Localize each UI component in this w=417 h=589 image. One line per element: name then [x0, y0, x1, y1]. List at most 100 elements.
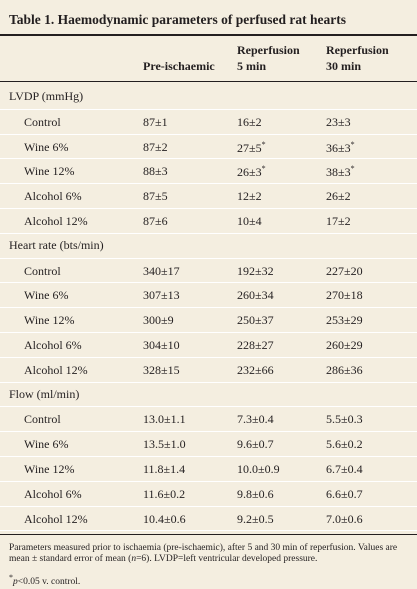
cell: 5.6±0.2 [326, 437, 363, 452]
cell: 260±29 [326, 338, 363, 352]
cell: 7.0±0.6 [326, 511, 363, 526]
table-row [0, 134, 417, 160]
section-row [0, 233, 417, 259]
cell: Alcohol 6% [24, 189, 82, 204]
column-header: Reperfusion 30 min [326, 42, 389, 74]
top-rule [0, 34, 417, 36]
cell: 253±29 [326, 313, 363, 328]
cell: 228±27 [237, 338, 274, 352]
table-title: Table 1. Haemodynamic parameters of perf… [9, 12, 346, 27]
cell: Wine 12% [24, 462, 75, 476]
cell: 87±2 [143, 139, 168, 154]
cell: 13.0±1.1 [143, 412, 186, 427]
cell-value: 26±3 [237, 165, 262, 180]
bottom-rule [0, 534, 417, 536]
table-row [0, 431, 417, 457]
footnote-text: p [13, 577, 18, 588]
cell-value: 27±5 [237, 140, 262, 155]
cell: Alcohol 6% [24, 486, 82, 501]
table-row [0, 183, 417, 209]
cell: 27±5* [237, 140, 266, 156]
cell: Control [24, 114, 61, 129]
cell: 11.8±1.4 [143, 462, 186, 476]
cell: 6.7±0.4 [326, 462, 363, 476]
section-label: Heart rate (bts/min) [9, 237, 104, 252]
cell: 9.8±0.6 [237, 486, 274, 501]
section-label: LVDP (mmHg) [9, 89, 84, 103]
section-row [0, 84, 417, 110]
cell: 192±32 [237, 263, 274, 278]
cell: 307±13 [143, 288, 180, 303]
footnote: *p<0.05 v. control. [9, 572, 409, 588]
cell: 13.5±1.0 [143, 437, 186, 452]
column-header-line: Reperfusion [237, 43, 300, 57]
table-row [0, 158, 417, 185]
cell: 11.6±0.2 [143, 486, 186, 501]
table-row [0, 258, 417, 284]
significance-mark: * [350, 139, 355, 149]
cell: Wine 6% [24, 139, 69, 154]
cell: 232±66 [237, 362, 274, 377]
column-header-line: 30 min [326, 59, 362, 73]
cell: 38±3* [326, 164, 355, 180]
cell: Control [24, 412, 61, 427]
cell: 6.6±0.7 [326, 486, 363, 501]
section-label: Flow (ml/min) [9, 386, 80, 401]
cell: Alcohol 6% [24, 338, 82, 352]
footnote-text: <0.05 v. control. [17, 577, 81, 588]
cell: 36±3* [326, 140, 355, 156]
cell: 300±9 [143, 313, 174, 328]
cell: 88±3 [143, 164, 168, 179]
table-row [0, 307, 417, 333]
header-rule [0, 81, 417, 82]
cell: Wine 12% [24, 313, 75, 328]
cell: Wine 6% [24, 437, 69, 452]
column-header-line: Reperfusion [326, 43, 389, 57]
cell: 26±3* [237, 164, 266, 180]
cell-value: 38±3 [326, 165, 351, 180]
cell: 5.5±0.3 [326, 412, 363, 427]
column-header-line: 5 min [237, 59, 267, 73]
significance-mark: * [350, 164, 355, 174]
cell: 23±3 [326, 114, 351, 129]
table-row [0, 406, 417, 433]
table-row [0, 282, 417, 309]
cell: 286±36 [326, 362, 363, 377]
cell: 10.4±0.6 [143, 511, 186, 526]
table-row [0, 506, 417, 532]
cell: 16±2 [237, 114, 262, 129]
footnote-text: =6). LVDP=left ventricular developed pre… [136, 554, 318, 565]
footnote-text: Parameters measured prior to ischaemia (… [9, 543, 398, 565]
cell: Alcohol 12% [24, 362, 88, 377]
cell: 87±5 [143, 189, 168, 204]
cell: 87±6 [143, 214, 168, 228]
footnote-text: * [9, 573, 13, 583]
cell: 250±37 [237, 313, 274, 328]
cell: 7.3±0.4 [237, 412, 274, 427]
cell: 9.2±0.5 [237, 511, 274, 526]
cell: 270±18 [326, 288, 363, 303]
cell: 304±10 [143, 338, 180, 352]
cell: Control [24, 263, 61, 278]
table-row [0, 208, 417, 234]
cell: 26±2 [326, 189, 351, 204]
significance-mark: * [261, 139, 266, 149]
column-header: Reperfusion 5 min [237, 42, 300, 74]
cell: 340±17 [143, 263, 180, 278]
table-row [0, 456, 417, 482]
footnote: Parameters measured prior to ischaemia (… [9, 543, 409, 565]
footnote-text: n [131, 554, 137, 565]
cell: Alcohol 12% [24, 214, 88, 228]
table-row [0, 332, 417, 358]
table-row [0, 481, 417, 507]
section-row [0, 382, 417, 408]
cell: 87±1 [143, 114, 168, 129]
significance-mark: * [261, 164, 266, 174]
cell: 17±2 [326, 214, 351, 228]
cell: Alcohol 12% [24, 511, 88, 526]
column-header-line: Pre-ischaemic [143, 59, 215, 73]
table-row [0, 357, 417, 383]
cell: Wine 6% [24, 288, 69, 303]
cell: 9.6±0.7 [237, 437, 274, 452]
